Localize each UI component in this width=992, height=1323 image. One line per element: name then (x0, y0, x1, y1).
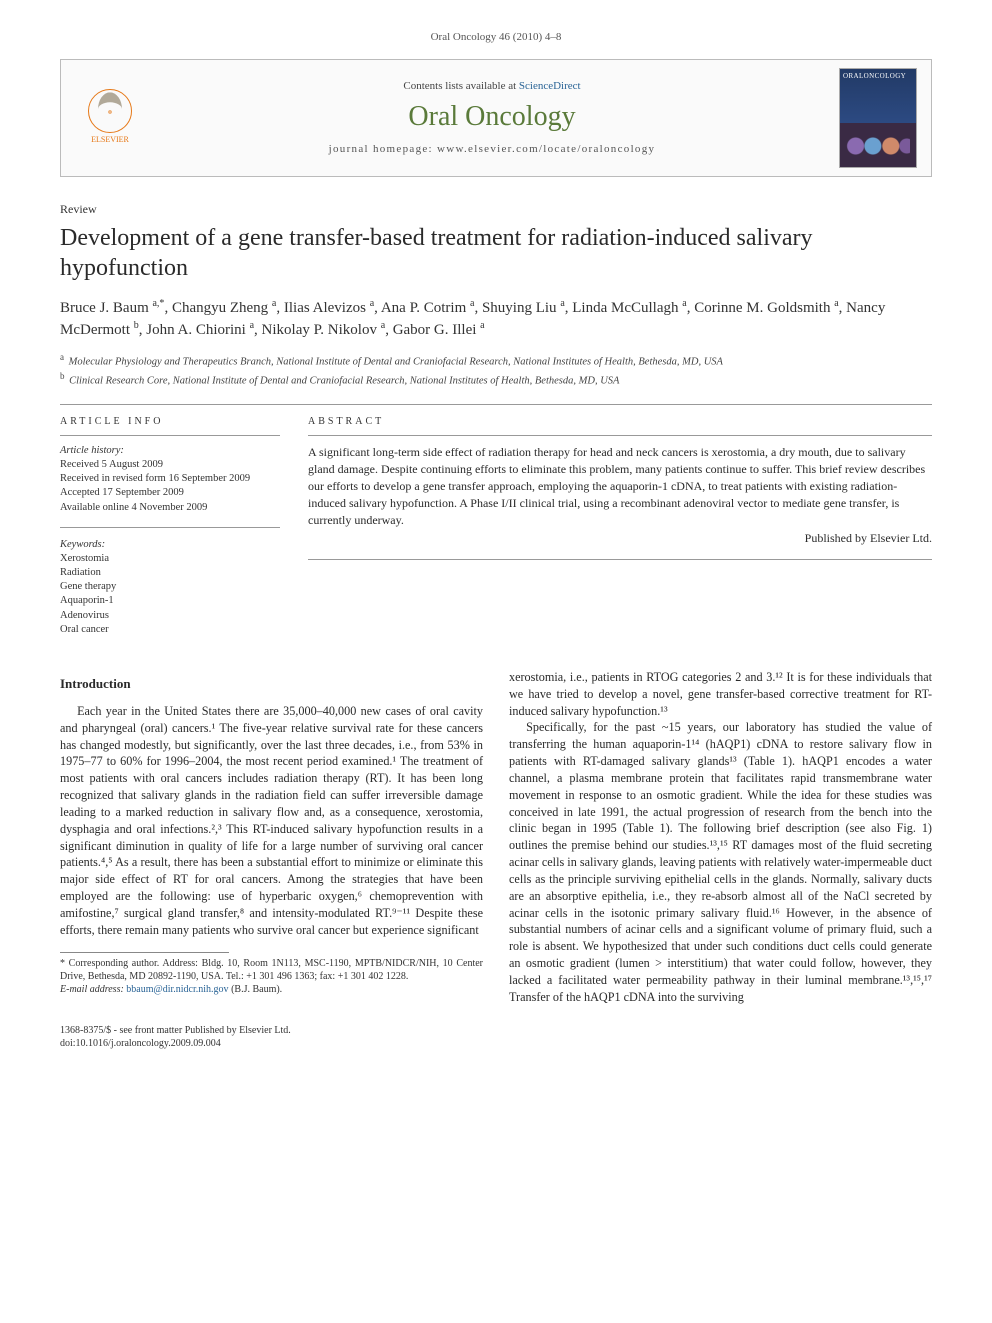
footnote-block: * Corresponding author. Address: Bldg. 1… (60, 952, 483, 996)
keyword: Radiation (60, 566, 280, 580)
cover-journal-name: ORALONCOLOGY (843, 72, 913, 81)
journal-homepage-line: journal homepage: www.elsevier.com/locat… (145, 142, 839, 157)
affiliation-line: b Clinical Research Core, National Insti… (60, 370, 932, 389)
journal-title: Oral Oncology (145, 98, 839, 136)
keyword: Gene therapy (60, 580, 280, 594)
author-email-link[interactable]: bbaum@dir.nidcr.nih.gov (126, 984, 228, 995)
email-footnote: E-mail address: bbaum@dir.nidcr.nih.gov … (60, 983, 483, 996)
keyword: Oral cancer (60, 623, 280, 637)
corresponding-author-footnote: * Corresponding author. Address: Bldg. 1… (60, 957, 483, 983)
info-abstract-row: ARTICLE INFO Article history: Received 5… (60, 415, 932, 649)
contents-prefix: Contents lists available at (403, 80, 518, 92)
author-list: Bruce J. Baum a,*, Changyu Zheng a, Ilia… (60, 297, 932, 341)
history-line: Accepted 17 September 2009 (60, 486, 280, 500)
body-paragraph: xerostomia, i.e., patients in RTOG categ… (509, 669, 932, 719)
masthead-center: Contents lists available at ScienceDirec… (145, 79, 839, 156)
article-info-heading: ARTICLE INFO (60, 415, 280, 436)
affiliation-list: a Molecular Physiology and Therapeutics … (60, 351, 932, 388)
running-header: Oral Oncology 46 (2010) 4–8 (60, 30, 932, 45)
history-line: Received in revised form 16 September 20… (60, 472, 280, 486)
section-rule (60, 404, 932, 405)
abstract-text: A significant long-term side effect of r… (308, 445, 925, 526)
keyword: Xerostomia (60, 552, 280, 566)
article-body: Introduction Each year in the United Sta… (60, 669, 932, 1006)
history-label: Article history: (60, 444, 280, 458)
keyword: Aquaporin-1 (60, 594, 280, 608)
publisher-name: ELSEVIER (91, 135, 129, 146)
article-info-block: ARTICLE INFO Article history: Received 5… (60, 415, 280, 649)
abstract-block: ABSTRACT A significant long-term side ef… (308, 415, 932, 649)
footnote-rule (60, 952, 229, 953)
doi-line: doi:10.1016/j.oraloncology.2009.09.004 (60, 1037, 932, 1051)
abstract-rule (308, 559, 932, 560)
abstract-heading: ABSTRACT (308, 415, 932, 436)
introduction-heading: Introduction (60, 675, 483, 693)
article-history: Article history: Received 5 August 2009R… (60, 444, 280, 515)
affiliation-line: a Molecular Physiology and Therapeutics … (60, 351, 932, 370)
history-line: Received 5 August 2009 (60, 458, 280, 472)
journal-cover-thumbnail: ORALONCOLOGY (839, 68, 917, 168)
article-title: Development of a gene transfer-based tre… (60, 223, 932, 283)
body-paragraph: Each year in the United States there are… (60, 703, 483, 939)
homepage-url: www.elsevier.com/locate/oraloncology (437, 143, 655, 155)
homepage-prefix: journal homepage: (329, 143, 437, 155)
history-line: Available online 4 November 2009 (60, 501, 280, 515)
elsevier-tree-icon (88, 89, 132, 133)
copyright-line: 1368-8375/$ - see front matter Published… (60, 1024, 932, 1038)
keywords-label: Keywords: (60, 538, 280, 552)
info-rule (60, 527, 280, 528)
email-label: E-mail address: (60, 984, 124, 995)
page-footer: 1368-8375/$ - see front matter Published… (60, 1024, 932, 1051)
journal-masthead: ELSEVIER Contents lists available at Sci… (60, 59, 932, 177)
sciencedirect-link[interactable]: ScienceDirect (519, 80, 581, 92)
elsevier-logo: ELSEVIER (75, 78, 145, 158)
keyword: Adenovirus (60, 609, 280, 623)
email-suffix: (B.J. Baum). (231, 984, 282, 995)
keywords-block: Keywords: XerostomiaRadiationGene therap… (60, 538, 280, 637)
abstract-publisher-line: Published by Elsevier Ltd. (308, 530, 932, 547)
body-paragraph: Specifically, for the past ~15 years, ou… (509, 719, 932, 1005)
contents-available-line: Contents lists available at ScienceDirec… (145, 79, 839, 94)
article-type: Review (60, 201, 932, 217)
